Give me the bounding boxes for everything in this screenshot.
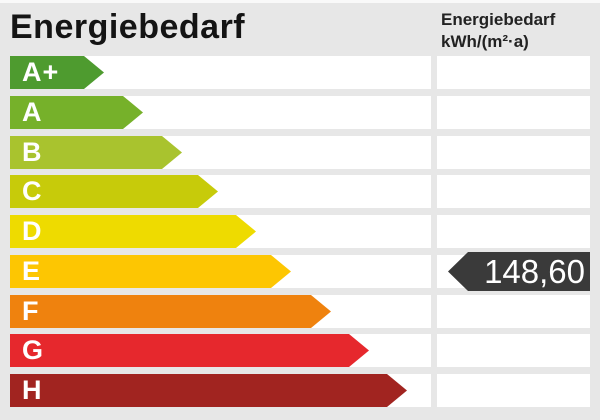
class-arrow-b: B (10, 136, 182, 169)
scale-row-f: F (0, 295, 600, 328)
unit-header: Energiebedarf kWh/(m²·a) (441, 9, 555, 53)
value-marker: 148,60 (448, 252, 590, 291)
value-cell (437, 295, 590, 328)
value-cell (437, 334, 590, 367)
class-label: G (22, 335, 45, 365)
unit-header-line2: kWh/(m²·a) (441, 32, 529, 51)
scale-row-b: B (0, 136, 600, 169)
class-label: C (22, 176, 43, 206)
scale-row-h: H (0, 374, 600, 407)
value-cell (437, 56, 590, 89)
value-cell (437, 374, 590, 407)
class-label: H (22, 375, 43, 405)
scale-row-d: D (0, 215, 600, 248)
value-text: 148,60 (484, 253, 585, 290)
value-cell (437, 96, 590, 129)
class-arrow-a: A (10, 96, 143, 129)
class-arrow-f: F (10, 295, 331, 328)
class-arrow-h: H (10, 374, 407, 407)
class-arrow-aplus: A+ (10, 56, 104, 89)
class-arrow-d: D (10, 215, 256, 248)
class-arrow-e: E (10, 255, 291, 288)
class-arrow-g: G (10, 334, 369, 367)
class-label: B (22, 137, 43, 167)
scale-row-a: A (0, 96, 600, 129)
value-cell (437, 215, 590, 248)
scale-row-aplus: A+ (0, 56, 600, 89)
value-cell (437, 175, 590, 208)
scale-row-g: G (0, 334, 600, 367)
unit-header-line1: Energiebedarf (441, 10, 556, 29)
page-title: Energiebedarf (10, 8, 246, 46)
class-label: A (22, 97, 43, 127)
scale-row-c: C (0, 175, 600, 208)
class-label: D (22, 216, 43, 246)
class-arrow-c: C (10, 175, 218, 208)
value-cell (437, 136, 590, 169)
class-label: E (22, 256, 42, 286)
class-label: F (22, 296, 40, 326)
top-strip (0, 0, 600, 3)
class-label: A+ (22, 57, 60, 87)
